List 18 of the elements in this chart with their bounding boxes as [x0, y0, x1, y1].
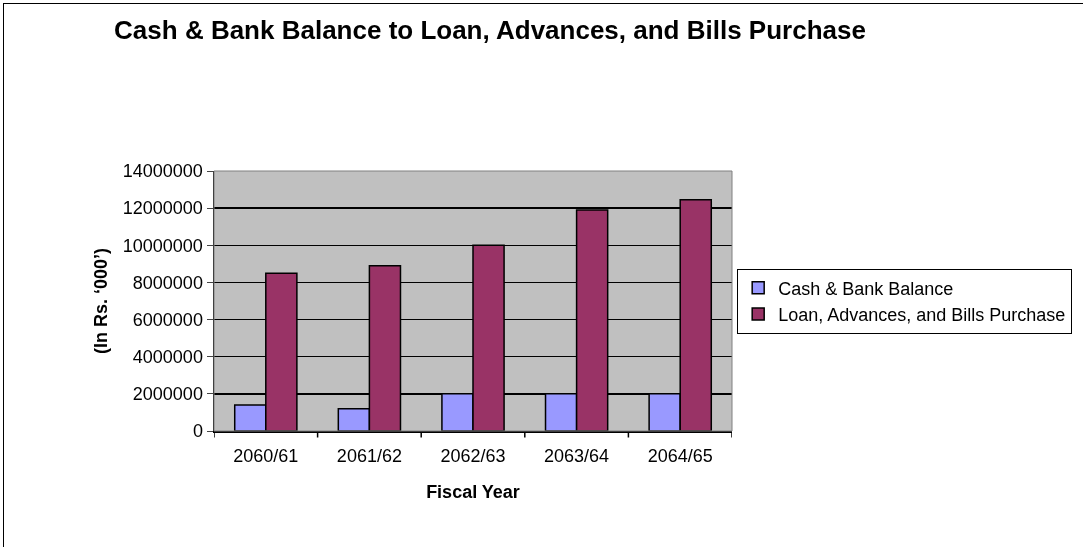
- x-tick-label: 2062/63: [440, 446, 506, 467]
- y-tick-label: 14000000: [122, 161, 203, 182]
- x-tick-label: 2060/61: [233, 446, 299, 467]
- y-tick-label: 8000000: [132, 272, 203, 293]
- x-tick-label: 2063/64: [544, 446, 610, 467]
- y-axis-title: (In Rs. ‘000’): [91, 247, 112, 355]
- y-tick-label: 2000000: [132, 384, 203, 405]
- y-tick-label: 4000000: [132, 347, 203, 368]
- y-tick-label: 6000000: [132, 309, 203, 330]
- x-tick-label: 2064/65: [647, 446, 713, 467]
- legend-label: Loan, Advances, and Bills Purchase: [778, 305, 1066, 326]
- y-tick-label: 0: [192, 421, 203, 442]
- y-tick-label: 12000000: [122, 198, 203, 219]
- x-axis-title: Fiscal Year: [426, 481, 520, 502]
- x-tick-label: 2061/62: [336, 446, 402, 467]
- legend-label: Cash & Bank Balance: [778, 278, 954, 299]
- chart-title: Cash & Bank Balance to Loan, Advances, and Bills Purchase: [114, 14, 866, 45]
- y-tick-label: 10000000: [122, 235, 203, 256]
